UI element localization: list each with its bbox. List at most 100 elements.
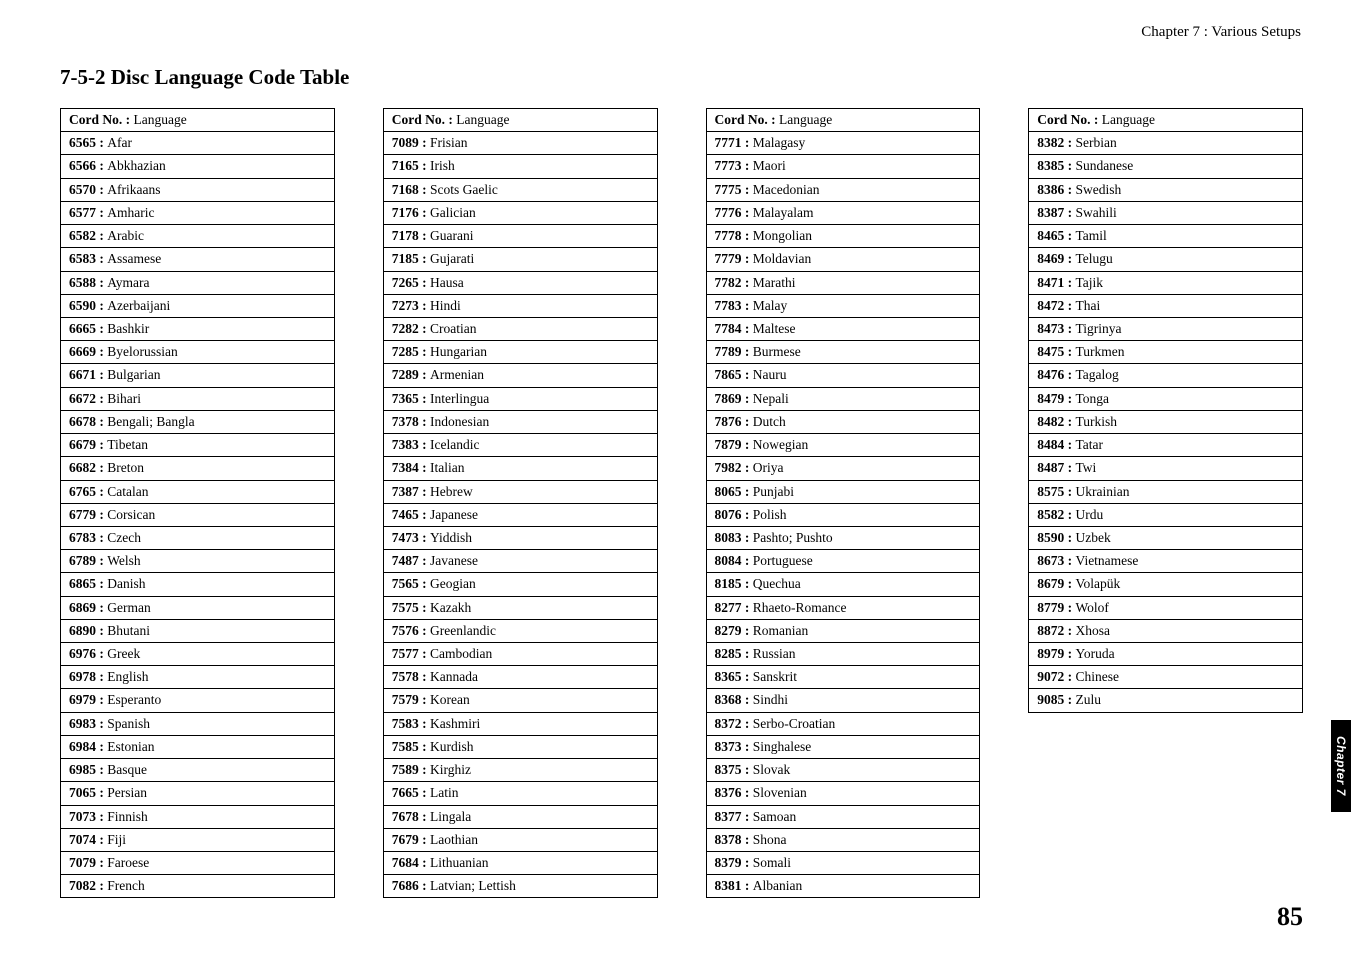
language-name: Chinese	[1076, 669, 1120, 684]
language-code: 6890 :	[69, 623, 107, 638]
table-row: 6590 : Azerbaijani	[61, 294, 335, 317]
code-cell: 7265 : Hausa	[383, 271, 657, 294]
code-cell: 7684 : Lithuanian	[383, 852, 657, 875]
table-row: 8582 : Urdu	[1029, 503, 1303, 526]
language-name: French	[107, 878, 145, 893]
code-cell: 7773 : Maori	[706, 155, 980, 178]
language-code: 7383 :	[392, 437, 430, 452]
language-name: Zulu	[1076, 692, 1102, 707]
language-name: Amharic	[107, 205, 154, 220]
language-code: 7784 :	[715, 321, 753, 336]
table-row: 7869 : Nepali	[706, 387, 980, 410]
code-cell: 8476 : Tagalog	[1029, 364, 1303, 387]
table-row: 8472 : Thai	[1029, 294, 1303, 317]
language-code: 8469 :	[1037, 251, 1075, 266]
language-name: Greek	[107, 646, 140, 661]
table-row: 8382 : Serbian	[1029, 132, 1303, 155]
language-name: Guarani	[430, 228, 473, 243]
code-cell: 8387 : Swahili	[1029, 201, 1303, 224]
language-code: 6984 :	[69, 739, 107, 754]
code-cell: 7782 : Marathi	[706, 271, 980, 294]
language-code: 7678 :	[392, 809, 430, 824]
code-cell: 7168 : Scots Gaelic	[383, 178, 657, 201]
language-code: 8387 :	[1037, 205, 1075, 220]
column-1: Cord No. : Language6565 : Afar6566 : Abk…	[60, 108, 335, 898]
table-row: 7378 : Indonesian	[383, 410, 657, 433]
language-name: Slovenian	[753, 785, 807, 800]
code-cell: 7089 : Frisian	[383, 132, 657, 155]
language-code: 6765 :	[69, 484, 107, 499]
code-cell: 8076 : Polish	[706, 503, 980, 526]
language-code: 7779 :	[715, 251, 753, 266]
table-row: 7678 : Lingala	[383, 805, 657, 828]
code-cell: 6890 : Bhutani	[61, 619, 335, 642]
language-name: Quechua	[753, 576, 801, 591]
language-code: 7168 :	[392, 182, 430, 197]
code-cell: 6765 : Catalan	[61, 480, 335, 503]
language-name: Sindhi	[753, 692, 788, 707]
code-cell: 8368 : Sindhi	[706, 689, 980, 712]
language-code: 7079 :	[69, 855, 107, 870]
language-name: Rhaeto-Romance	[753, 600, 847, 615]
code-cell: 8472 : Thai	[1029, 294, 1303, 317]
language-name: Estonian	[107, 739, 154, 754]
table-row: 8469 : Telugu	[1029, 248, 1303, 271]
table-row: 7783 : Malay	[706, 294, 980, 317]
language-code: 7783 :	[715, 298, 753, 313]
table-row: 6566 : Abkhazian	[61, 155, 335, 178]
table-row: 6976 : Greek	[61, 643, 335, 666]
code-cell: 7289 : Armenian	[383, 364, 657, 387]
table-row: 6984 : Estonian	[61, 735, 335, 758]
table-row: 8386 : Swedish	[1029, 178, 1303, 201]
code-cell: 6779 : Corsican	[61, 503, 335, 526]
code-cell: 6665 : Bashkir	[61, 317, 335, 340]
code-cell: 7387 : Hebrew	[383, 480, 657, 503]
table-row: 8979 : Yoruda	[1029, 643, 1303, 666]
table-row: 8487 : Twi	[1029, 457, 1303, 480]
table-row: 8590 : Uzbek	[1029, 526, 1303, 549]
code-cell: 8575 : Ukrainian	[1029, 480, 1303, 503]
language-name: Hausa	[430, 275, 464, 290]
code-cell: 6583 : Assamese	[61, 248, 335, 271]
table-row: 6577 : Amharic	[61, 201, 335, 224]
language-name: Bulgarian	[107, 367, 160, 382]
language-name: Galician	[430, 205, 476, 220]
language-name: Bashkir	[107, 321, 149, 336]
table-row: 8083 : Pashto; Pushto	[706, 526, 980, 549]
language-name: Malagasy	[753, 135, 805, 150]
language-code: 8376 :	[715, 785, 753, 800]
language-name: Polish	[753, 507, 787, 522]
code-cell: 7776 : Malayalam	[706, 201, 980, 224]
table-row: 7876 : Dutch	[706, 410, 980, 433]
language-code: 7487 :	[392, 553, 430, 568]
section-title-text: Disc Language Code Table	[111, 65, 350, 89]
code-cell: 7273 : Hindi	[383, 294, 657, 317]
language-code: 7178 :	[392, 228, 430, 243]
language-code: 8375 :	[715, 762, 753, 777]
language-name: Shona	[753, 832, 787, 847]
language-code: 6588 :	[69, 275, 107, 290]
table-row: 6682 : Breton	[61, 457, 335, 480]
code-cell: 7665 : Latin	[383, 782, 657, 805]
table-row: 8872 : Xhosa	[1029, 619, 1303, 642]
table-row: 8084 : Portuguese	[706, 550, 980, 573]
language-code: 8279 :	[715, 623, 753, 638]
table-row: 7383 : Icelandic	[383, 434, 657, 457]
table-row: 7285 : Hungarian	[383, 341, 657, 364]
code-cell: 6869 : German	[61, 596, 335, 619]
language-name: Malay	[753, 298, 788, 313]
language-code: 8476 :	[1037, 367, 1075, 382]
table-row: 7776 : Malayalam	[706, 201, 980, 224]
code-cell: 8779 : Wolof	[1029, 596, 1303, 619]
code-cell: 7783 : Malay	[706, 294, 980, 317]
table-row: 6783 : Czech	[61, 526, 335, 549]
code-cell: 8469 : Telugu	[1029, 248, 1303, 271]
code-cell: 7176 : Galician	[383, 201, 657, 224]
table-row: 8277 : Rhaeto-Romance	[706, 596, 980, 619]
language-name: Pashto; Pushto	[753, 530, 833, 545]
table-row: 7289 : Armenian	[383, 364, 657, 387]
language-name: Oriya	[753, 460, 784, 475]
table-row: 6978 : English	[61, 666, 335, 689]
table-row: 6672 : Bihari	[61, 387, 335, 410]
code-cell: 8382 : Serbian	[1029, 132, 1303, 155]
